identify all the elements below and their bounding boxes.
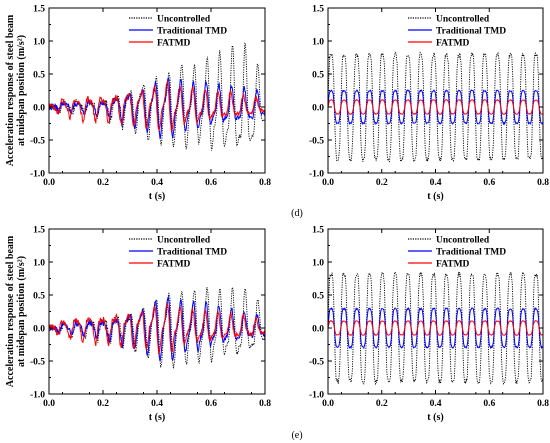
y-tick-label: 0.5 bbox=[33, 71, 45, 81]
chart-panel-e-left: 0.0 0.2 0.4 0.6 0.8 -1.0 -0.5 0.0 0.5 1.0 1.5 t (s)… bbox=[5, 226, 271, 424]
series-line-fatmd bbox=[49, 302, 265, 355]
series-line-fatmd bbox=[328, 99, 543, 115]
x-tick-label: 0.8 bbox=[537, 178, 549, 188]
x-axis-label: t (s) bbox=[149, 412, 165, 423]
y-tick-label: -0.5 bbox=[309, 137, 324, 147]
y-tick-label: -1.0 bbox=[309, 170, 324, 180]
y-tick-label: -0.5 bbox=[30, 137, 45, 147]
y-tick-label: 0.5 bbox=[312, 292, 324, 302]
x-tick-label: 0.6 bbox=[483, 399, 495, 409]
legend-label: Traditional TMD bbox=[436, 27, 506, 37]
x-tick-label: 0.4 bbox=[151, 399, 163, 409]
y-axis-label: Acceleration response of steel beamat mi… bbox=[5, 14, 27, 166]
chart-panel-d-left: 0.0 0.2 0.4 0.6 0.8 -1.0 -0.5 0.0 0.5 1.0 1.5 t (s)… bbox=[5, 5, 271, 203]
y-tick-label: 1.0 bbox=[33, 259, 45, 269]
x-tick-label: 0.4 bbox=[430, 399, 442, 409]
y-tick-label: 0.0 bbox=[312, 325, 324, 335]
panel-label-d: (d) bbox=[291, 208, 303, 219]
chart-panel-e-right: 0.0 0.2 0.4 0.6 0.8 -1.0 -0.5 0.0 0.5 1.0 1.5 t (s)… bbox=[309, 226, 549, 424]
x-tick-label: 0.6 bbox=[483, 178, 495, 188]
x-tick-label: 0.8 bbox=[259, 399, 271, 409]
y-tick-label: 0.5 bbox=[312, 71, 324, 81]
legend-label: FATMD bbox=[157, 260, 191, 270]
x-axis-label: t (s) bbox=[427, 412, 443, 423]
y-tick-label: 1.0 bbox=[312, 38, 324, 48]
y-tick-label: 0.0 bbox=[33, 325, 45, 335]
x-tick-label: 0.0 bbox=[322, 399, 334, 409]
y-tick-label: -1.0 bbox=[30, 391, 45, 401]
x-tick-label: 0.2 bbox=[97, 399, 109, 409]
y-tick-label: 1.0 bbox=[312, 259, 324, 269]
x-axis-label: t (s) bbox=[149, 191, 165, 202]
legend-label: Uncontrolled bbox=[157, 15, 211, 25]
legend-label: Traditional TMD bbox=[157, 248, 227, 258]
legend-label: FATMD bbox=[436, 39, 470, 49]
legend-label: Traditional TMD bbox=[436, 248, 506, 258]
series-line-uncontrolled bbox=[328, 51, 543, 163]
y-tick-label: 1.5 bbox=[312, 226, 324, 236]
x-tick-label: 0.0 bbox=[43, 399, 55, 409]
x-tick-label: 0.0 bbox=[322, 178, 334, 188]
x-axis-label: t (s) bbox=[427, 191, 443, 202]
legend-label: Traditional TMD bbox=[157, 27, 227, 37]
y-tick-label: 1.5 bbox=[312, 5, 324, 15]
x-tick-label: 0.6 bbox=[205, 399, 217, 409]
legend-label: Uncontrolled bbox=[436, 236, 490, 246]
x-tick-label: 0.8 bbox=[537, 399, 549, 409]
y-tick-label: -1.0 bbox=[309, 391, 324, 401]
y-tick-label: -0.5 bbox=[30, 358, 45, 368]
y-tick-label: 1.5 bbox=[33, 226, 45, 236]
panel-label-e: (e) bbox=[291, 430, 302, 441]
legend-label: FATMD bbox=[436, 260, 470, 270]
x-tick-label: 0.8 bbox=[259, 178, 271, 188]
x-tick-label: 0.6 bbox=[205, 178, 217, 188]
y-tick-label: 0.5 bbox=[33, 292, 45, 302]
y-tick-label: 0.0 bbox=[33, 104, 45, 114]
x-tick-label: 0.2 bbox=[376, 399, 388, 409]
x-tick-label: 0.4 bbox=[151, 178, 163, 188]
y-tick-label: -1.0 bbox=[30, 170, 45, 180]
x-tick-label: 0.4 bbox=[430, 178, 442, 188]
x-tick-label: 0.0 bbox=[43, 178, 55, 188]
y-axis-label: Acceleration response of steel beamat mi… bbox=[5, 235, 27, 387]
series-line-fatmd bbox=[49, 80, 265, 132]
y-tick-label: 1.5 bbox=[33, 5, 45, 15]
legend-label: FATMD bbox=[157, 39, 191, 49]
chart-panel-d-right: 0.0 0.2 0.4 0.6 0.8 -1.0 -0.5 0.0 0.5 1.0 1.5 t (s)… bbox=[309, 5, 549, 203]
legend-label: Uncontrolled bbox=[436, 15, 490, 25]
y-tick-label: 1.0 bbox=[33, 38, 45, 48]
y-tick-label: -0.5 bbox=[309, 358, 324, 368]
x-tick-label: 0.2 bbox=[97, 178, 109, 188]
x-tick-label: 0.2 bbox=[376, 178, 388, 188]
legend-label: Uncontrolled bbox=[157, 236, 211, 246]
series-line-fatmd bbox=[328, 320, 543, 336]
y-tick-label: 0.0 bbox=[312, 104, 324, 114]
